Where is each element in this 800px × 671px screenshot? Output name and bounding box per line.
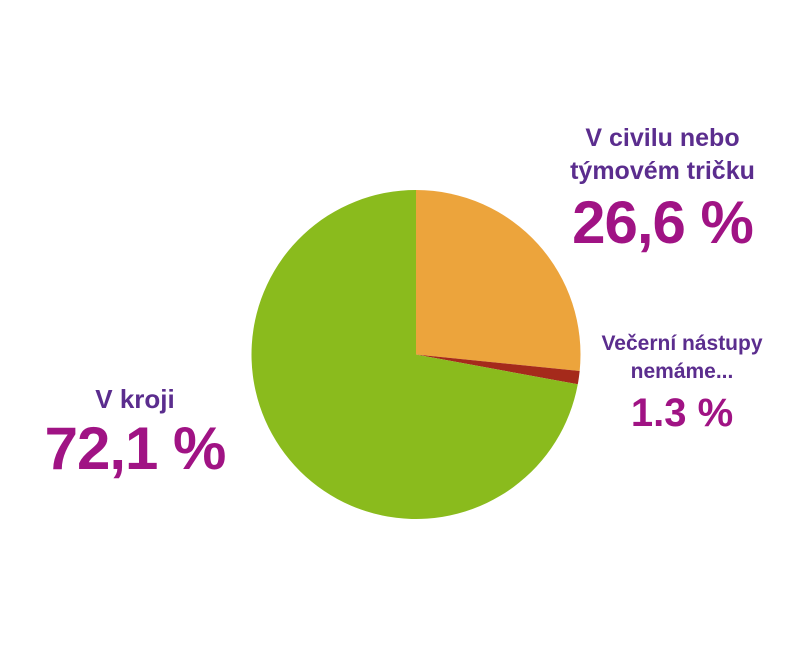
slice-value-label: 72,1 % (44, 415, 227, 482)
slice-label-line: Večerní nástupy (601, 332, 763, 355)
pie-slice-1 (416, 190, 581, 372)
annotation-vecerni: Večerní nástupy nemáme... 1.3 % (582, 330, 782, 434)
pie-slice-3 (251, 190, 578, 519)
slice-value-label: 1.3 % (630, 391, 734, 435)
slice-label-line: V civilu nebo (585, 124, 740, 152)
annotation-kroji: V kroji 72,1 % (20, 382, 250, 480)
slice-value-label: 26,6 % (572, 189, 754, 256)
annotation-civil: V civilu nebo týmovém tričku 26,6 % (540, 122, 785, 254)
pie-slice-2 (416, 354, 580, 385)
slice-label-line: nemáme... (630, 360, 734, 383)
slice-label-line: týmovém tričku (570, 157, 755, 185)
slice-label-line: V kroji (95, 384, 175, 414)
